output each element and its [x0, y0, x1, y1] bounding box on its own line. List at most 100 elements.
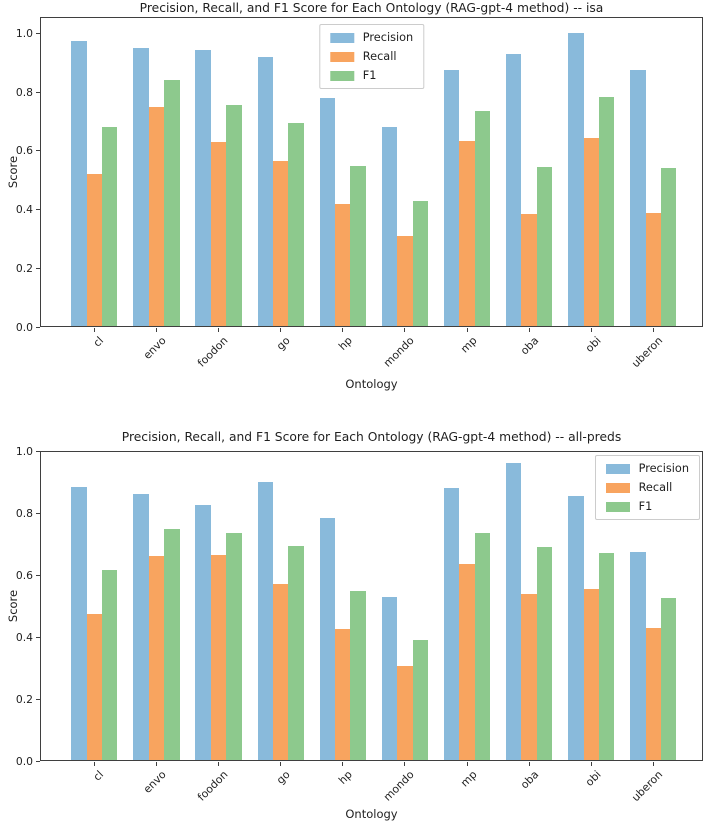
legend: Precision Recall F1 — [318, 24, 425, 89]
bar-f1-mp — [474, 533, 491, 761]
y-tick-0.0 — [36, 760, 40, 762]
bar-precision-foodon — [195, 49, 211, 327]
bar-precision-go — [257, 56, 273, 327]
y-tick-0.2 — [36, 698, 40, 700]
x-axis-label: Ontology — [345, 377, 398, 391]
legend-item-recall: Recall — [329, 49, 413, 64]
bar-f1-go — [288, 122, 304, 327]
bar-precision-obi — [568, 33, 584, 327]
bar-recall-uberon — [645, 212, 662, 327]
legend-swatch-recall — [329, 51, 354, 62]
x-tick-foodon — [218, 762, 220, 766]
bar-precision-cl — [71, 486, 87, 761]
x-tick-cl — [93, 762, 95, 766]
bar-recall-cl — [86, 613, 102, 761]
bar-precision-foodon — [195, 505, 211, 761]
bar-recall-oba — [521, 213, 537, 327]
bar-recall-go — [272, 584, 289, 761]
bar-f1-uberon — [661, 168, 677, 327]
y-tick-0.6 — [36, 150, 40, 152]
bar-recall-foodon — [210, 142, 227, 327]
bar-f1-obi — [598, 96, 615, 327]
legend-swatch-f1 — [605, 501, 630, 512]
bar-f1-hp — [350, 590, 366, 761]
y-tick-label-0.4: 0.4 — [15, 203, 33, 217]
y-tick-label-0.6: 0.6 — [15, 144, 33, 158]
y-axis-label: Score — [6, 589, 20, 623]
legend-swatch-recall — [605, 482, 630, 493]
bar-recall-go — [272, 161, 289, 327]
bar-precision-mp — [443, 488, 460, 761]
bar-f1-cl — [102, 127, 118, 327]
y-tick-label-0.2: 0.2 — [15, 692, 33, 706]
bar-recall-mondo — [397, 666, 413, 761]
bar-recall-mp — [459, 564, 475, 761]
x-tick-envo — [155, 762, 157, 766]
bar-precision-obi — [568, 495, 584, 761]
bar-precision-uberon — [630, 70, 646, 327]
legend-item-f1: F1 — [329, 68, 413, 83]
y-tick-label-0.0: 0.0 — [15, 754, 33, 768]
legend-item-precision: Precision — [605, 461, 689, 476]
x-tick-uberon — [652, 762, 654, 766]
x-tick-oba — [528, 328, 530, 332]
x-tick-foodon — [218, 328, 220, 332]
y-tick-label-0.0: 0.0 — [15, 320, 33, 334]
x-tick-oba — [528, 762, 530, 766]
y-tick-label-0.2: 0.2 — [15, 261, 33, 275]
bar-recall-foodon — [210, 554, 227, 761]
y-tick-0.6 — [36, 574, 40, 576]
bar-precision-mp — [443, 70, 460, 327]
y-tick-label-0.6: 0.6 — [15, 568, 33, 582]
legend-label-f1: F1 — [638, 500, 653, 513]
x-tick-label-foodon: foodon — [195, 768, 231, 804]
x-tick-label-mp: mp — [457, 768, 480, 790]
bar-f1-uberon — [661, 598, 677, 761]
legend-item-precision: Precision — [329, 30, 413, 45]
bar-recall-obi — [583, 588, 599, 761]
x-tick-hp — [342, 328, 344, 332]
y-tick-label-1.0: 1.0 — [15, 26, 33, 40]
legend-item-f1: F1 — [605, 499, 689, 514]
bar-f1-mp — [474, 111, 491, 327]
bar-precision-go — [257, 482, 273, 761]
bar-precision-uberon — [630, 551, 646, 761]
x-tick-mp — [466, 762, 468, 766]
legend-label-recall: Recall — [362, 50, 397, 63]
x-tick-mondo — [404, 328, 406, 332]
legend: Precision Recall F1 — [594, 455, 700, 520]
x-tick-label-cl: cl — [90, 768, 107, 784]
x-tick-label-mondo: mondo — [381, 768, 418, 804]
bar-f1-obi — [598, 553, 615, 761]
bar-recall-envo — [148, 106, 165, 327]
bar-precision-envo — [133, 494, 149, 761]
x-tick-label-hp: hp — [336, 768, 355, 787]
x-tick-mondo — [404, 762, 406, 766]
x-tick-obi — [590, 328, 592, 332]
bar-f1-foodon — [226, 105, 242, 327]
y-tick-0.8 — [36, 512, 40, 514]
x-tick-label-envo: envo — [140, 768, 169, 796]
y-tick-label-0.4: 0.4 — [15, 630, 33, 644]
bar-recall-mondo — [397, 235, 413, 327]
bar-precision-hp — [319, 98, 336, 327]
x-tick-label-uberon: uberon — [629, 768, 666, 805]
bar-f1-oba — [536, 167, 553, 327]
bar-f1-mondo — [412, 200, 428, 327]
bar-recall-mp — [459, 140, 475, 327]
x-tick-obi — [590, 762, 592, 766]
x-tick-label-obi: obi — [582, 768, 604, 789]
x-tick-hp — [342, 762, 344, 766]
x-axis-label: Ontology — [345, 807, 398, 821]
x-tick-go — [280, 762, 282, 766]
x-tick-go — [280, 328, 282, 332]
bar-precision-mondo — [381, 596, 398, 761]
bar-precision-oba — [506, 53, 522, 327]
bar-recall-oba — [521, 593, 537, 761]
bar-f1-oba — [536, 547, 553, 761]
y-tick-1.0 — [36, 32, 40, 35]
bar-recall-obi — [583, 137, 599, 327]
bar-f1-envo — [164, 80, 180, 327]
bar-recall-hp — [335, 629, 351, 761]
